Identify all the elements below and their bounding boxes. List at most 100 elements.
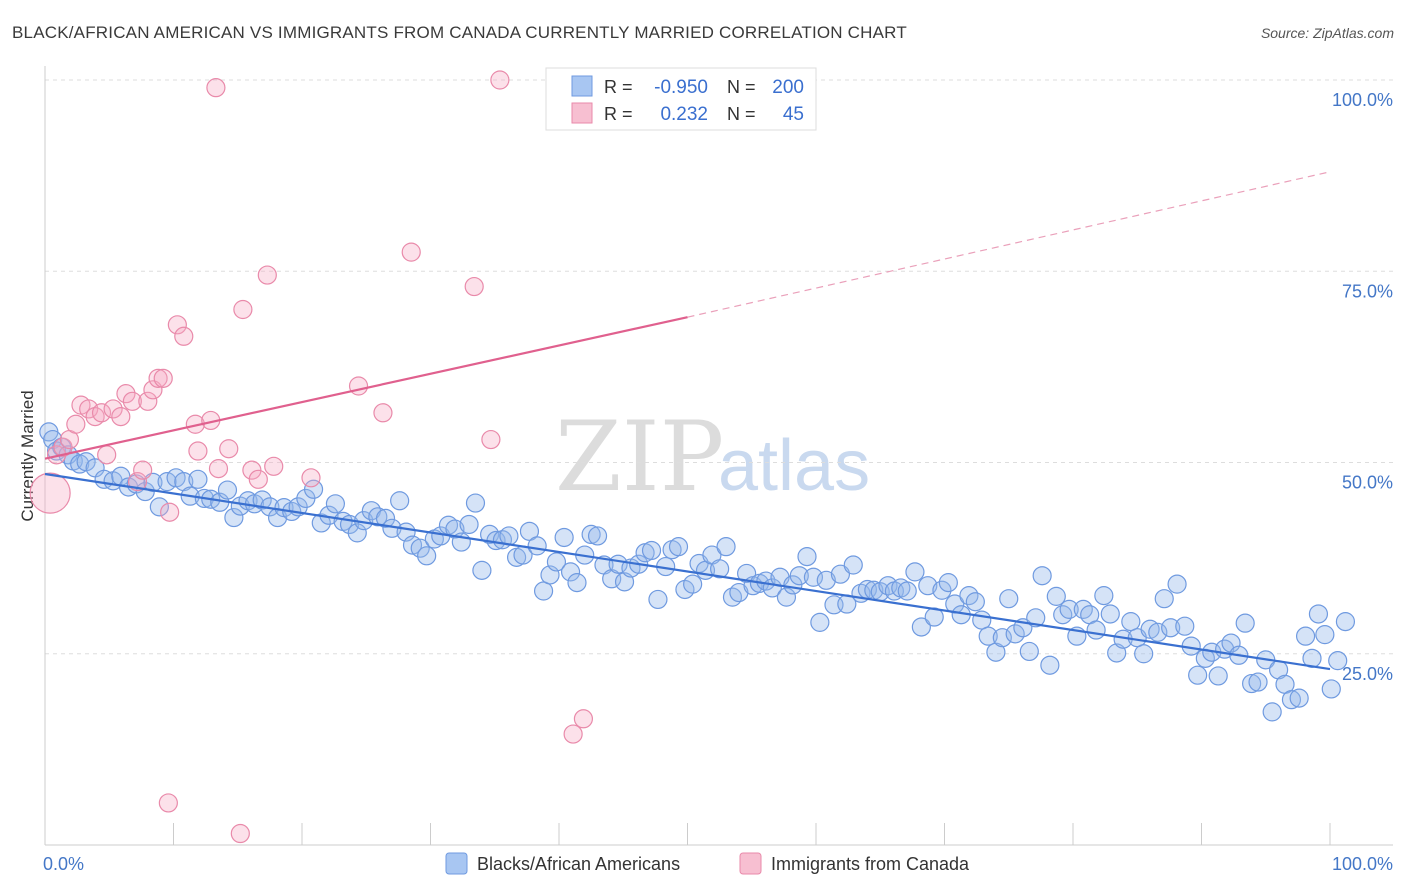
pink-point-18: [148, 368, 168, 388]
blue-point-174: [1235, 613, 1255, 633]
stats-r-value-blue: -0.950: [654, 77, 708, 98]
blue-point-153: [1094, 586, 1114, 606]
stats-r-label-blue: R =: [604, 77, 633, 97]
pink-point-23: [188, 441, 208, 461]
watermark: ZIP atlas: [555, 401, 870, 513]
blue-point-145: [1040, 655, 1060, 675]
pink-point-39: [490, 70, 510, 90]
pink-point-10: [103, 399, 123, 419]
blue-point-163: [1161, 618, 1181, 638]
stats-n-value-blue: 200: [772, 77, 804, 98]
legend-swatch-blue: [445, 852, 468, 875]
blue-point-70: [533, 581, 554, 601]
stats-r-label-pink: R =: [604, 104, 633, 124]
pink-point-37: [464, 276, 484, 297]
trend-lines: [44, 171, 1331, 671]
blue-point-159: [1134, 644, 1154, 664]
blue-point-134: [965, 592, 985, 612]
y-axis-label: Currently Married: [18, 390, 37, 521]
pink-point-43: [230, 823, 250, 844]
blue-point-108: [789, 566, 809, 586]
blue-point-109: [797, 546, 817, 567]
pink-point-36: [401, 242, 421, 262]
stats-legend: R = -0.950 N = 200 R = 0.232 N = 45: [545, 67, 817, 131]
blue-point-129: [932, 580, 952, 600]
pink-point-44: [206, 78, 226, 98]
blue-point-92: [683, 574, 703, 594]
blue-point-78: [587, 526, 608, 546]
blue-point-47: [375, 508, 396, 528]
pink-point-11: [111, 407, 131, 427]
y-tick-label-0: 100.0%: [1332, 90, 1393, 110]
blue-point-25: [217, 480, 238, 500]
blue-point-69: [527, 536, 547, 556]
blue-point-116: [843, 555, 863, 575]
x-tick-labels: 0.0% 100.0%: [43, 854, 1393, 874]
trend-line-pink: [44, 316, 688, 460]
blue-point-127: [918, 576, 938, 596]
trend-line-pink-extension: [687, 171, 1331, 318]
blue-point-106: [776, 587, 797, 607]
blue-point-30: [252, 490, 272, 510]
blue-point-175: [1242, 673, 1262, 694]
pink-point-0: [29, 472, 71, 514]
series-immigrants-from-canada: [29, 70, 594, 844]
blue-point-144: [1032, 566, 1052, 586]
blue-point-138: [992, 628, 1012, 648]
blue-point-59: [459, 514, 479, 535]
blue-point-52: [410, 538, 430, 558]
blue-point-43: [347, 523, 367, 543]
y-tick-label-1: 75.0%: [1342, 281, 1393, 301]
stats-n-value-pink: 45: [783, 104, 804, 125]
blue-point-139: [999, 589, 1019, 609]
pink-point-28: [233, 299, 253, 320]
blue-point-73: [554, 527, 574, 548]
blue-point-87: [648, 589, 668, 610]
x-tick-label-0: 0.0%: [43, 854, 84, 874]
y-tick-labels: 100.0% 75.0% 50.0% 25.0%: [1332, 90, 1393, 684]
pink-point-12: [116, 384, 136, 404]
pink-point-19: [153, 368, 173, 388]
pink-point-31: [257, 265, 277, 285]
pink-point-32: [264, 456, 284, 476]
blue-point-90: [668, 537, 689, 557]
blue-point-65: [499, 526, 519, 546]
blue-point-51: [402, 535, 423, 555]
blue-point-53: [417, 546, 437, 566]
blue-point-112: [816, 570, 836, 590]
stats-n-label-pink: N =: [727, 104, 756, 124]
pink-point-8: [91, 403, 112, 423]
pink-point-13: [122, 391, 142, 411]
blue-point-162: [1154, 589, 1174, 609]
pink-point-2: [53, 437, 73, 457]
stats-swatch-pink: [571, 102, 593, 124]
axes: [44, 66, 1393, 846]
blue-point-143: [1026, 608, 1046, 628]
blue-point-136: [978, 626, 998, 646]
blue-point-77: [581, 524, 601, 545]
pink-point-16: [138, 391, 158, 411]
blue-point-96: [710, 559, 730, 579]
blue-point-74: [560, 562, 581, 582]
y-tick-label-3: 25.0%: [1342, 664, 1393, 684]
pink-point-22: [174, 326, 194, 346]
pink-point-4: [66, 414, 86, 434]
blue-point-72: [546, 552, 567, 572]
blue-point-126: [911, 617, 931, 637]
pink-point-33: [301, 468, 321, 488]
watermark-zip: ZIP: [555, 401, 724, 513]
blue-point-172: [1221, 633, 1241, 653]
series-blacks-african-americans: [39, 422, 1356, 722]
blue-point-124: [897, 581, 917, 601]
pink-point-14: [127, 472, 148, 492]
blue-point-16: [149, 497, 169, 517]
pink-point-35: [373, 403, 393, 423]
blue-point-21: [188, 469, 208, 489]
blue-point-182: [1289, 688, 1309, 708]
blue-point-186: [1315, 625, 1335, 645]
pink-point-26: [208, 459, 229, 479]
blue-point-75: [567, 573, 587, 593]
blue-point-146: [1046, 586, 1066, 606]
blue-point-147: [1053, 605, 1073, 625]
blue-point-49: [390, 491, 410, 511]
